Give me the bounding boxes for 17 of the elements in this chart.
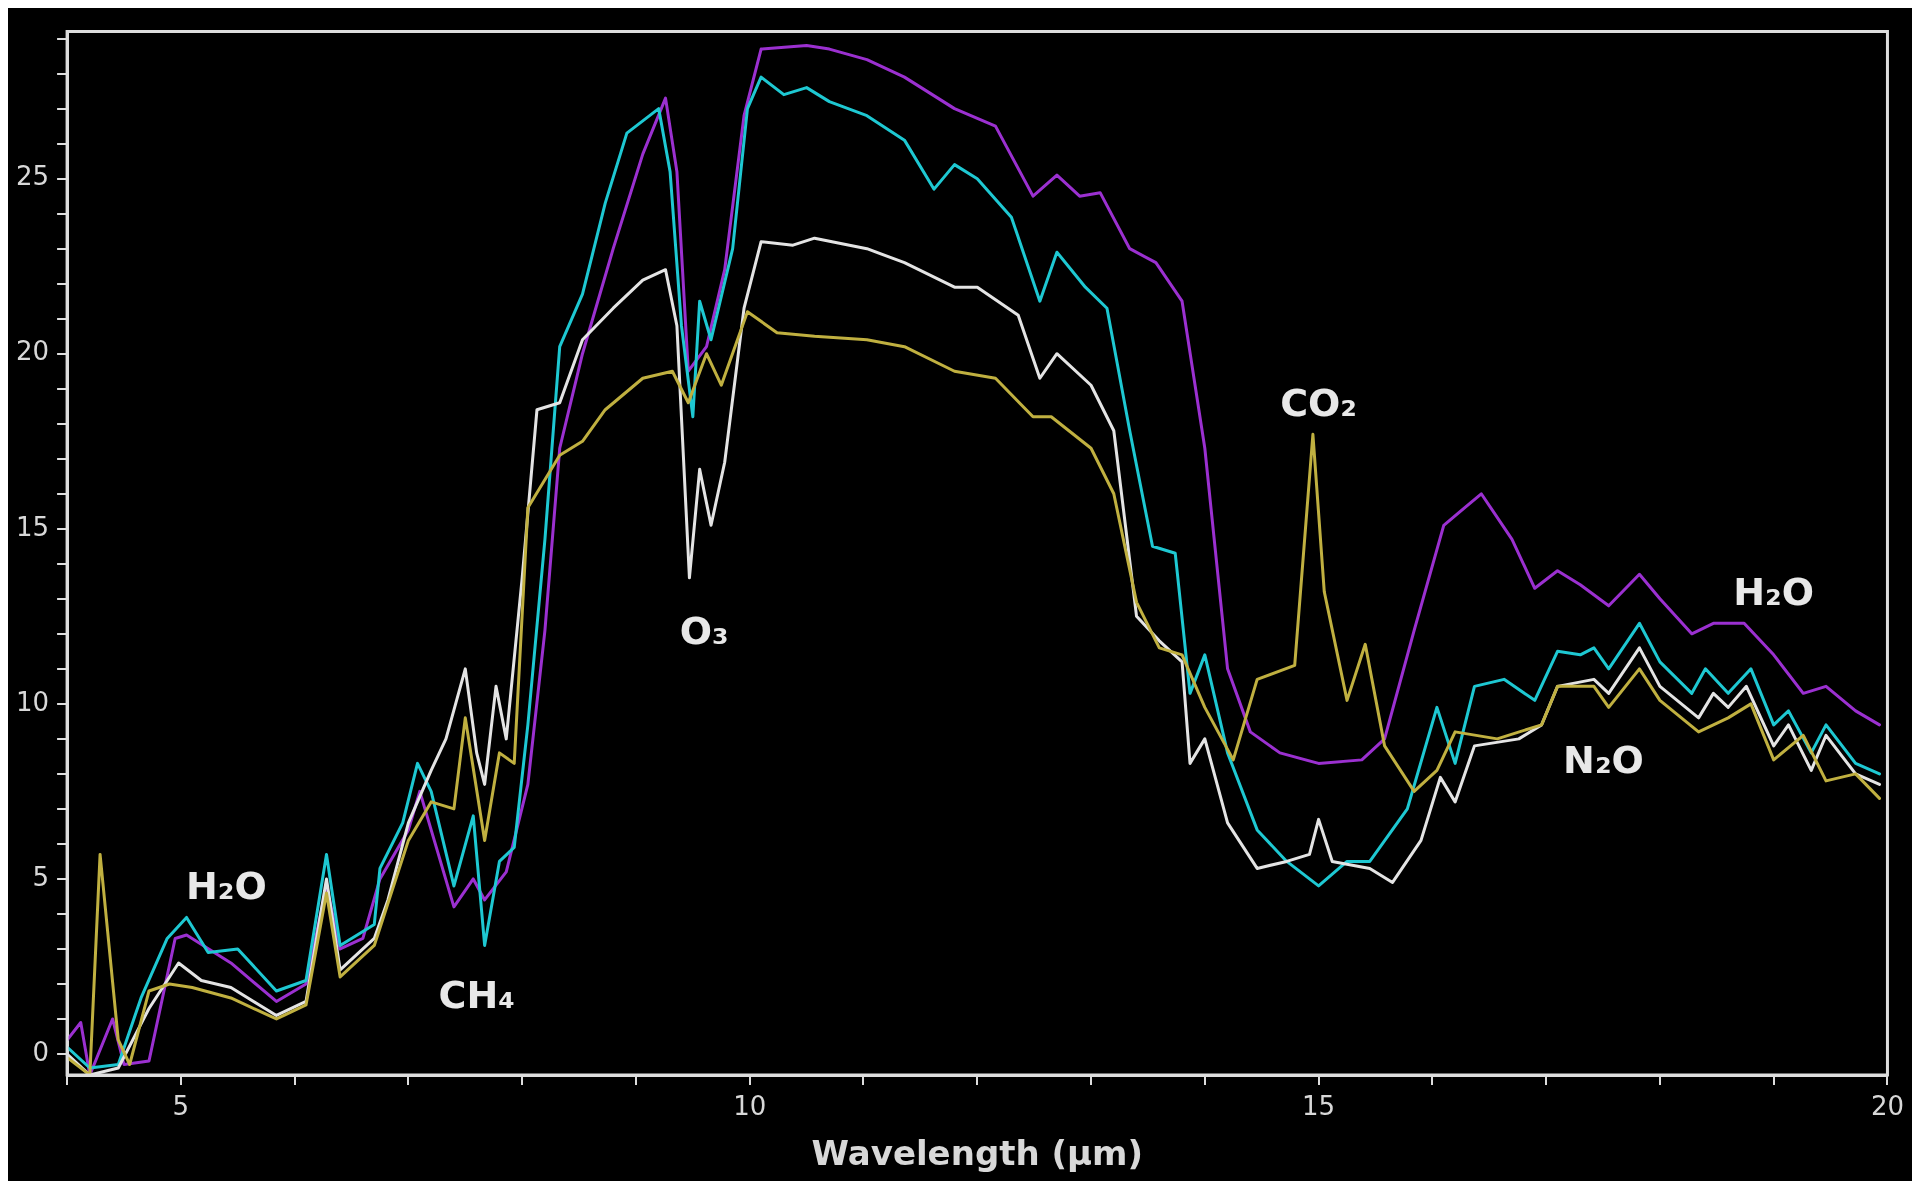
y-tick-label: 20 xyxy=(15,336,50,367)
y-tick-label: 0 xyxy=(32,1036,50,1067)
y-tick-label: 15 xyxy=(15,511,50,542)
y-tick-label: 10 xyxy=(15,686,50,717)
annotation: N₂O xyxy=(1563,737,1644,782)
x-tick-label: 10 xyxy=(733,1091,767,1122)
annotation: CO₂ xyxy=(1280,381,1358,426)
annotation: H₂O xyxy=(1733,569,1815,614)
x-tick-label: 5 xyxy=(172,1091,190,1122)
annotation: H₂O xyxy=(185,864,267,909)
y-tick-label: 5 xyxy=(32,861,50,892)
x-tick-label: 15 xyxy=(1302,1091,1336,1122)
annotation: CH₄ xyxy=(438,972,515,1017)
x-axis-title: Wavelength (µm) xyxy=(811,1133,1144,1174)
x-tick-label: 20 xyxy=(1870,1091,1904,1122)
annotation: O₃ xyxy=(679,608,729,653)
y-tick-label: 25 xyxy=(15,161,50,192)
